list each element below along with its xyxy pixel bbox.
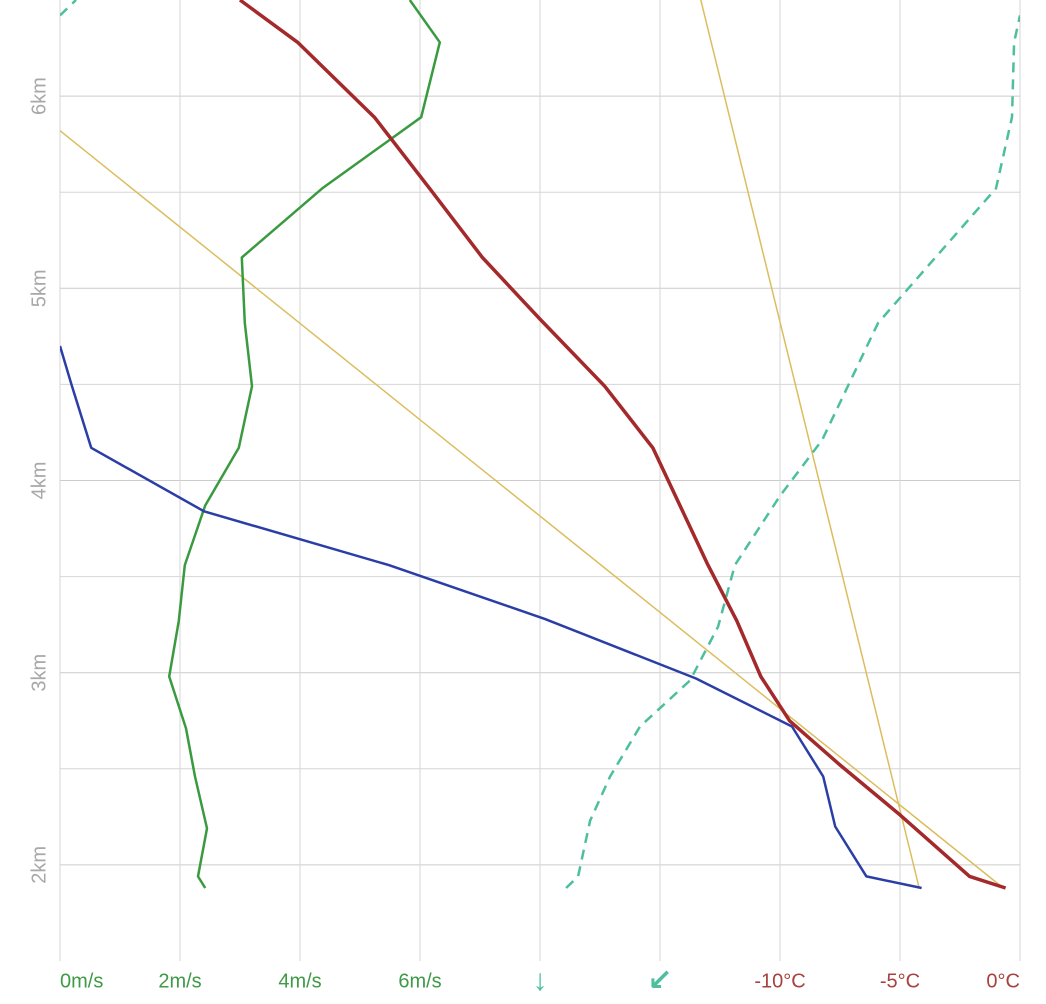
x-tick-label: 4m/s <box>278 970 321 992</box>
plot-area <box>60 0 1020 890</box>
x-tick-label: 2m/s <box>158 970 201 992</box>
x-tick-label: ↙ <box>647 964 672 997</box>
x-tick-label: ↓ <box>533 964 548 997</box>
x-tick-label: 0m/s <box>60 970 103 992</box>
profile-line <box>60 130 1002 887</box>
x-tick-label: -5°C <box>880 970 920 992</box>
profile-line <box>238 0 1007 890</box>
x-tick-label: 0°C <box>986 970 1020 992</box>
y-tick-label: 4km <box>28 462 50 500</box>
y-tick-label: 3km <box>28 654 50 692</box>
y-tick-label: 5km <box>28 269 50 307</box>
profile-line <box>60 345 922 890</box>
y-tick-label: 6km <box>28 77 50 115</box>
profile-line <box>60 0 1020 889</box>
y-tick-label: 2km <box>28 846 50 884</box>
x-tick-label: 6m/s <box>398 970 441 992</box>
x-tick-label: -10°C <box>754 970 805 992</box>
profile-line <box>167 0 442 889</box>
profile-line <box>700 0 920 889</box>
